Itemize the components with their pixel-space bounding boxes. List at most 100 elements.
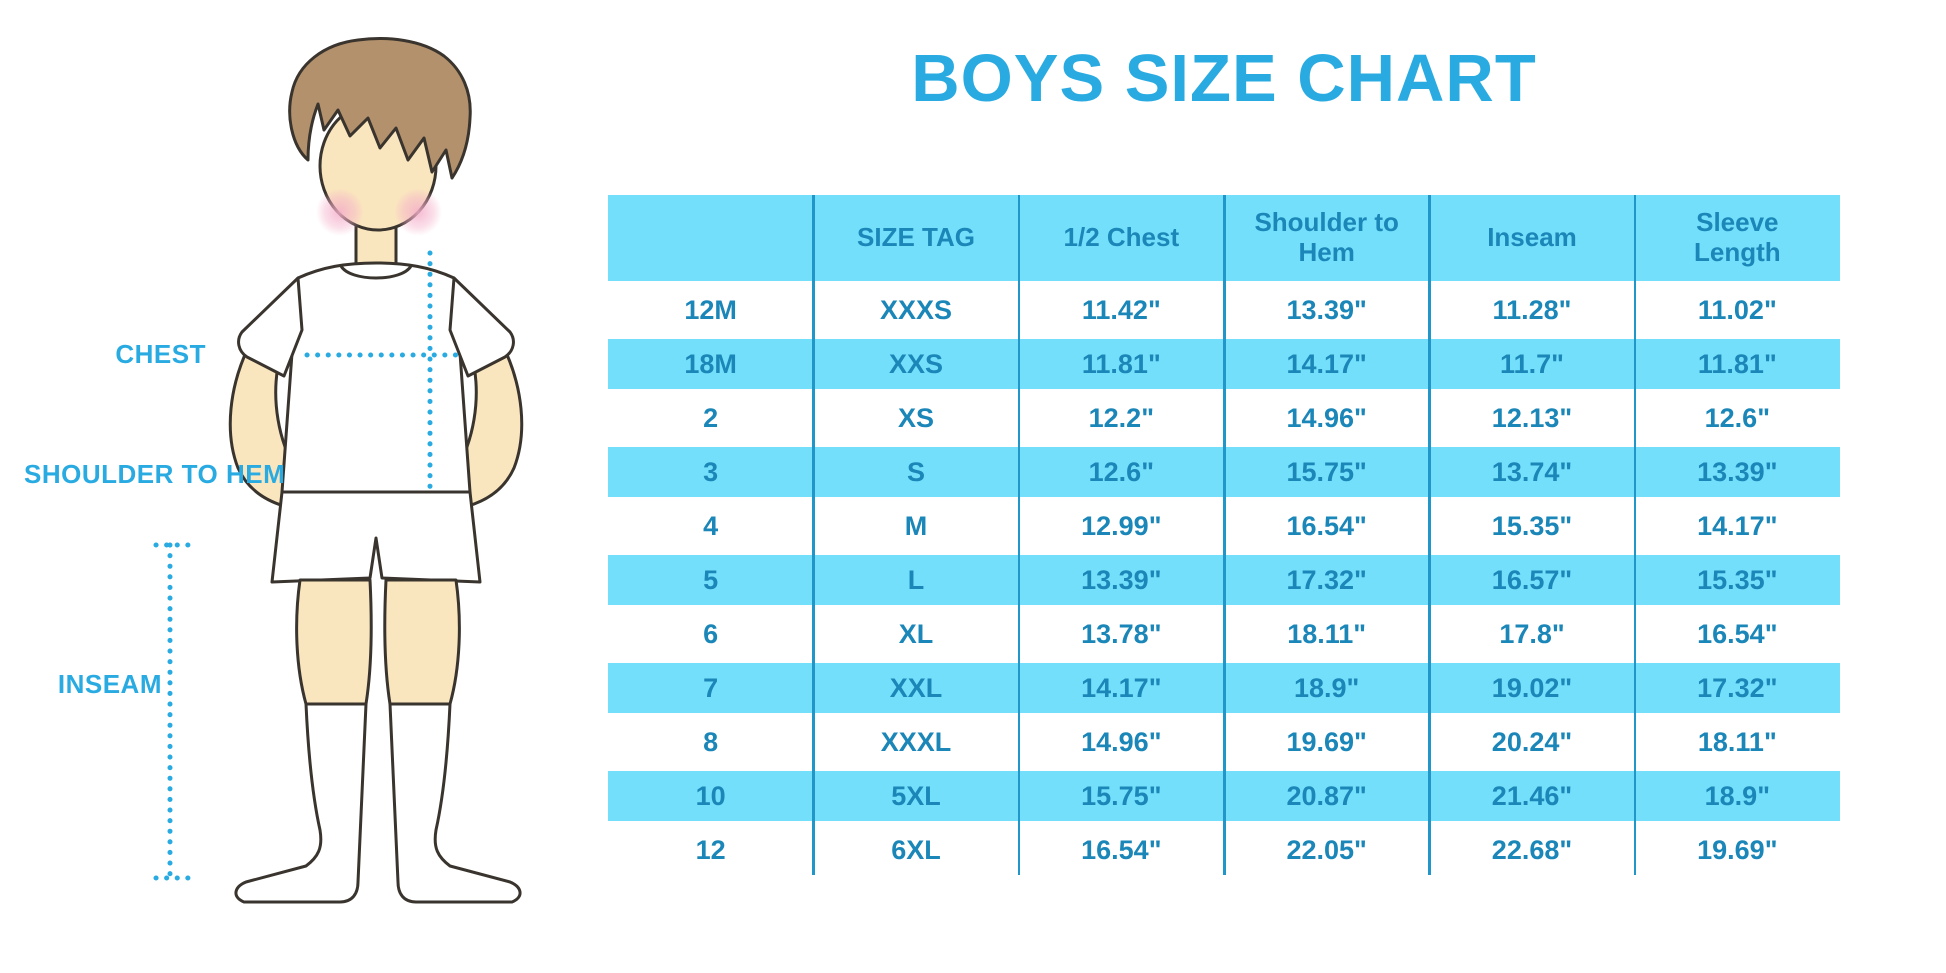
inseam-label: INSEAM (57, 669, 162, 699)
boy-hair (288, 37, 472, 180)
boy-leg-left (295, 578, 373, 706)
table-cell: 8 (703, 726, 719, 757)
table-cell: 15.35" (1491, 510, 1573, 541)
table-row: 4 M 12.99" 16.54" 15.35" 14.17" (608, 501, 1840, 551)
table-row: 12 6XL 16.54" 22.05" 22.68" 19.69" (608, 825, 1840, 875)
page-title: BOYS SIZE CHART (911, 41, 1537, 116)
column-divider (1633, 195, 1637, 875)
table-cell: 18.9" (1293, 672, 1360, 703)
chest-label: CHEST (115, 339, 206, 369)
table-cell: 13.39" (1697, 456, 1778, 487)
boy-arm-right (454, 346, 524, 508)
boy-sock-right (388, 702, 522, 904)
table-cell: 19.02" (1491, 672, 1573, 703)
table-cell: XL (898, 618, 934, 649)
table-cell: 14.96" (1081, 726, 1162, 757)
table-cell: 18.11" (1287, 618, 1367, 649)
table-cell: 2 (703, 402, 719, 433)
table-cell: 18.9" (1704, 780, 1770, 811)
table-row: 6 XL 13.78" 18.11" 17.8" 16.54" (608, 609, 1840, 659)
table-cell: 14.17" (1697, 510, 1778, 541)
table-cell: 22.05" (1286, 834, 1367, 865)
table-cell: 11.28" (1492, 294, 1572, 325)
table-row: 2 XS 12.2" 14.96" 12.13" 12.6" (608, 393, 1840, 443)
table-cell: 14.17" (1081, 672, 1162, 703)
table-row: 12M XXXS 11.42" 13.39" 11.28" 11.02" (608, 285, 1840, 335)
boy-arm-left (228, 346, 298, 508)
table-cell: 11.02" (1697, 294, 1777, 325)
shoulder-to-hem-label: SHOULDER TO HEM (24, 459, 286, 489)
table-cell: 13.74" (1491, 456, 1573, 487)
inseam-measure-line (153, 542, 193, 881)
table-cell: XXS (888, 348, 943, 379)
table-cell: 20.87" (1286, 780, 1367, 811)
header-cell-size-tag: SIZE TAG (857, 222, 975, 253)
table-cell: 17.8" (1499, 618, 1565, 649)
table-cell: 22.68" (1491, 834, 1573, 865)
table-cell: 12.13" (1491, 402, 1573, 433)
table-cell: 11.81" (1081, 348, 1161, 379)
table-cell: 13.78" (1081, 618, 1162, 649)
header-cell-sleeve-length: Sleeve Length (1693, 207, 1781, 267)
table-cell: 16.57" (1491, 564, 1573, 595)
table-cell: 13.39" (1286, 294, 1367, 325)
table-cell: 14.96" (1286, 402, 1367, 433)
table-cell: XXXS (879, 294, 953, 325)
column-divider (812, 195, 815, 875)
table-cell: 16.54" (1081, 834, 1162, 865)
boy-sock-left (234, 702, 368, 904)
table-cell: 11.42" (1081, 294, 1161, 325)
size-table: SIZE TAG 1/2 Chest Shoulder to Hem Insea… (608, 195, 1840, 875)
table-cell: 5XL (891, 780, 941, 811)
table-cell: 12.2" (1088, 402, 1154, 433)
table-cell: 4 (703, 510, 719, 541)
table-cell: 12.6" (1704, 402, 1770, 433)
table-cell: 12M (684, 294, 737, 325)
boy-leg-right (383, 578, 461, 706)
table-cell: 7 (703, 672, 719, 703)
table-cell: L (907, 564, 925, 595)
table-cell: 12.6" (1088, 456, 1154, 487)
table-cell: 11.7" (1500, 348, 1564, 379)
table-cell: 16.54" (1697, 618, 1778, 649)
table-cell: 15.35" (1697, 564, 1778, 595)
table-cell: 20.24" (1491, 726, 1573, 757)
table-cell: S (906, 456, 925, 487)
table-cell: XXL (889, 672, 943, 703)
table-cell: 18.11" (1697, 726, 1777, 757)
boy-illustration (153, 37, 524, 904)
table-cell: 3 (703, 456, 719, 487)
table-cell: M (904, 510, 928, 541)
table-cell: 6 (703, 618, 719, 649)
table-cell: 17.32" (1697, 672, 1778, 703)
boy-cheek-right (394, 188, 442, 236)
header-cell-inseam: Inseam (1487, 222, 1577, 253)
table-cell: 21.46" (1491, 780, 1573, 811)
table-cell: 17.32" (1286, 564, 1367, 595)
boy-shorts (270, 490, 482, 584)
table-cell: 10 (695, 780, 726, 811)
table-cell: XXXL (880, 726, 952, 757)
header-cell-half-chest: 1/2 Chest (1063, 222, 1180, 253)
table-cell: 14.17" (1286, 348, 1367, 379)
boy-cheek-left (316, 188, 364, 236)
column-divider (1223, 195, 1226, 875)
table-cell: 16.54" (1286, 510, 1367, 541)
table-cell: 6XL (891, 834, 941, 865)
table-cell: 12 (695, 834, 726, 865)
header-cell-shoulder-to-hem: Shoulder to Hem (1254, 207, 1399, 267)
table-cell: 15.75" (1286, 456, 1367, 487)
column-divider (1428, 195, 1431, 875)
boy-shirt (237, 261, 515, 494)
table-cell: 12.99" (1081, 510, 1162, 541)
table-cell: 15.75" (1081, 780, 1162, 811)
table-cell: 11.81" (1697, 348, 1777, 379)
table-cell: XS (897, 402, 934, 433)
table-row: 8 XXXL 14.96" 19.69" 20.24" 18.11" (608, 717, 1840, 767)
table-cell: 19.69" (1697, 834, 1778, 865)
column-divider (1017, 195, 1021, 875)
table-cell: 5 (703, 564, 719, 595)
table-cell: 19.69" (1286, 726, 1367, 757)
table-cell: 13.39" (1081, 564, 1162, 595)
